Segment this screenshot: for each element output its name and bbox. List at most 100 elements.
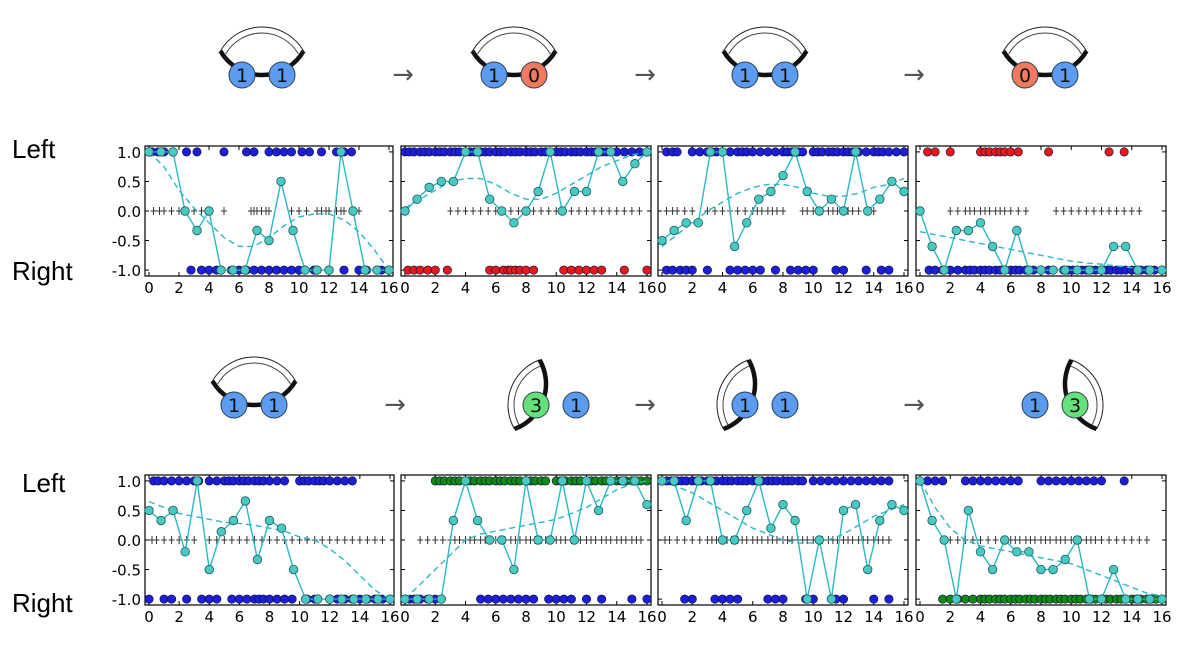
window-average-point (1072, 535, 1083, 545)
window-average-point (1036, 564, 1046, 575)
zero-marker (849, 207, 856, 215)
left-choice-point (332, 476, 342, 486)
zero-marker (530, 207, 537, 215)
zero-marker (1090, 207, 1097, 215)
x-tick-label: 12 (320, 608, 339, 626)
diagram-right-value: 1 (268, 395, 280, 417)
zero-marker (1083, 207, 1090, 215)
zero-marker (507, 207, 514, 215)
left-choice-point (869, 476, 879, 486)
right-choice-point (521, 594, 531, 604)
right-choice-point (627, 594, 637, 604)
diagram-opening-arc (1071, 359, 1104, 430)
window-average-point (144, 147, 154, 157)
zero-marker (681, 536, 688, 544)
x-tick-label: 2 (430, 279, 440, 297)
zero-marker (243, 536, 250, 544)
window-average-point (729, 535, 740, 545)
zero-marker (1022, 207, 1029, 215)
x-tick-label: 14 (864, 279, 883, 297)
right-choice-point (717, 594, 727, 604)
window-average-point (1024, 547, 1034, 557)
zero-marker (977, 536, 984, 544)
window-average-point (754, 194, 764, 204)
left-choice-point (938, 476, 948, 486)
right-choice-point (725, 594, 735, 604)
x-tick-label: 10 (1062, 608, 1081, 626)
window-average-point (325, 594, 335, 604)
zero-marker (1060, 207, 1067, 215)
zero-marker (1128, 536, 1135, 544)
right-choice-point (884, 265, 894, 275)
window-average-point (300, 265, 310, 275)
window-average-point (742, 218, 752, 228)
window-average-point (557, 476, 568, 486)
right-choice-point (242, 594, 252, 604)
x-tick-label: 8 (778, 608, 788, 626)
window-average-point (349, 594, 359, 604)
x-tick-label: 12 (1092, 608, 1111, 626)
diagram-right-disc (1061, 391, 1089, 419)
window-average-point (533, 535, 543, 545)
left-choice-point (304, 147, 314, 157)
x-tick-label: 16 (637, 608, 656, 626)
left-choice-point (808, 476, 818, 486)
zero-marker (161, 207, 167, 215)
x-tick-label: 14 (1122, 279, 1141, 297)
x-tick-label: 4 (461, 279, 471, 297)
zero-marker (689, 207, 696, 215)
plot-frame (915, 145, 1167, 277)
window-average-point (642, 499, 652, 510)
zero-marker (849, 536, 856, 544)
diagram-opening-arc (722, 26, 808, 52)
x-tick-label: 0 (400, 279, 410, 297)
window-average-point (228, 265, 238, 275)
right-choice-point (574, 265, 584, 275)
right-choice-point (566, 265, 576, 275)
x-tick-label: 14 (350, 608, 369, 626)
left-choice-point (1074, 476, 1084, 486)
zero-marker (341, 207, 347, 215)
arrow-1-3: → (903, 60, 925, 90)
window-average-point (509, 564, 519, 575)
right-choice-point (204, 594, 214, 604)
window-average-point (766, 523, 776, 533)
zero-marker (575, 207, 582, 215)
smoothed-trend-line (404, 480, 648, 600)
arrow-2-1: → (384, 390, 406, 420)
zero-marker (674, 207, 681, 215)
y-tick-label: 0.0 (117, 203, 141, 221)
window-average-point (899, 505, 909, 516)
window-average-point (693, 218, 704, 228)
window-average-point (975, 218, 986, 228)
right-choice-point (763, 594, 773, 604)
right-choice-point (506, 594, 516, 604)
right-choice-point (529, 594, 539, 604)
row1-left-label: Left (12, 134, 56, 164)
window-average-point (521, 476, 531, 486)
diagram-right-value: 3 (1069, 395, 1081, 417)
window-average-point (1133, 265, 1143, 275)
right-choice-point (953, 265, 963, 275)
left-choice-point (1081, 476, 1091, 486)
diagram-right-disc (520, 61, 548, 89)
x-tick-label: 0 (915, 279, 925, 297)
window-average-point (497, 535, 507, 545)
right-choice-point (491, 594, 501, 604)
left-choice-point (846, 476, 856, 486)
window-average-point (850, 499, 861, 510)
right-choice-point (668, 265, 678, 275)
x-tick-label: 4 (204, 279, 214, 297)
zero-marker (515, 207, 522, 215)
window-average-point (717, 147, 728, 157)
x-tick-label: 12 (834, 279, 853, 297)
window-average-point (1145, 594, 1155, 604)
left-choice-point (1119, 476, 1129, 486)
chart-panel-5: 1.0 0.5 0.0 -0.5 -1.00 2 4 6 8 10 12 14 16 (112, 473, 400, 626)
zero-marker (628, 207, 635, 215)
diagram-opening-inner-arc (217, 362, 291, 385)
window-average-point (569, 186, 580, 197)
left-choice-point (831, 476, 841, 486)
left-choice-point (1013, 147, 1023, 157)
